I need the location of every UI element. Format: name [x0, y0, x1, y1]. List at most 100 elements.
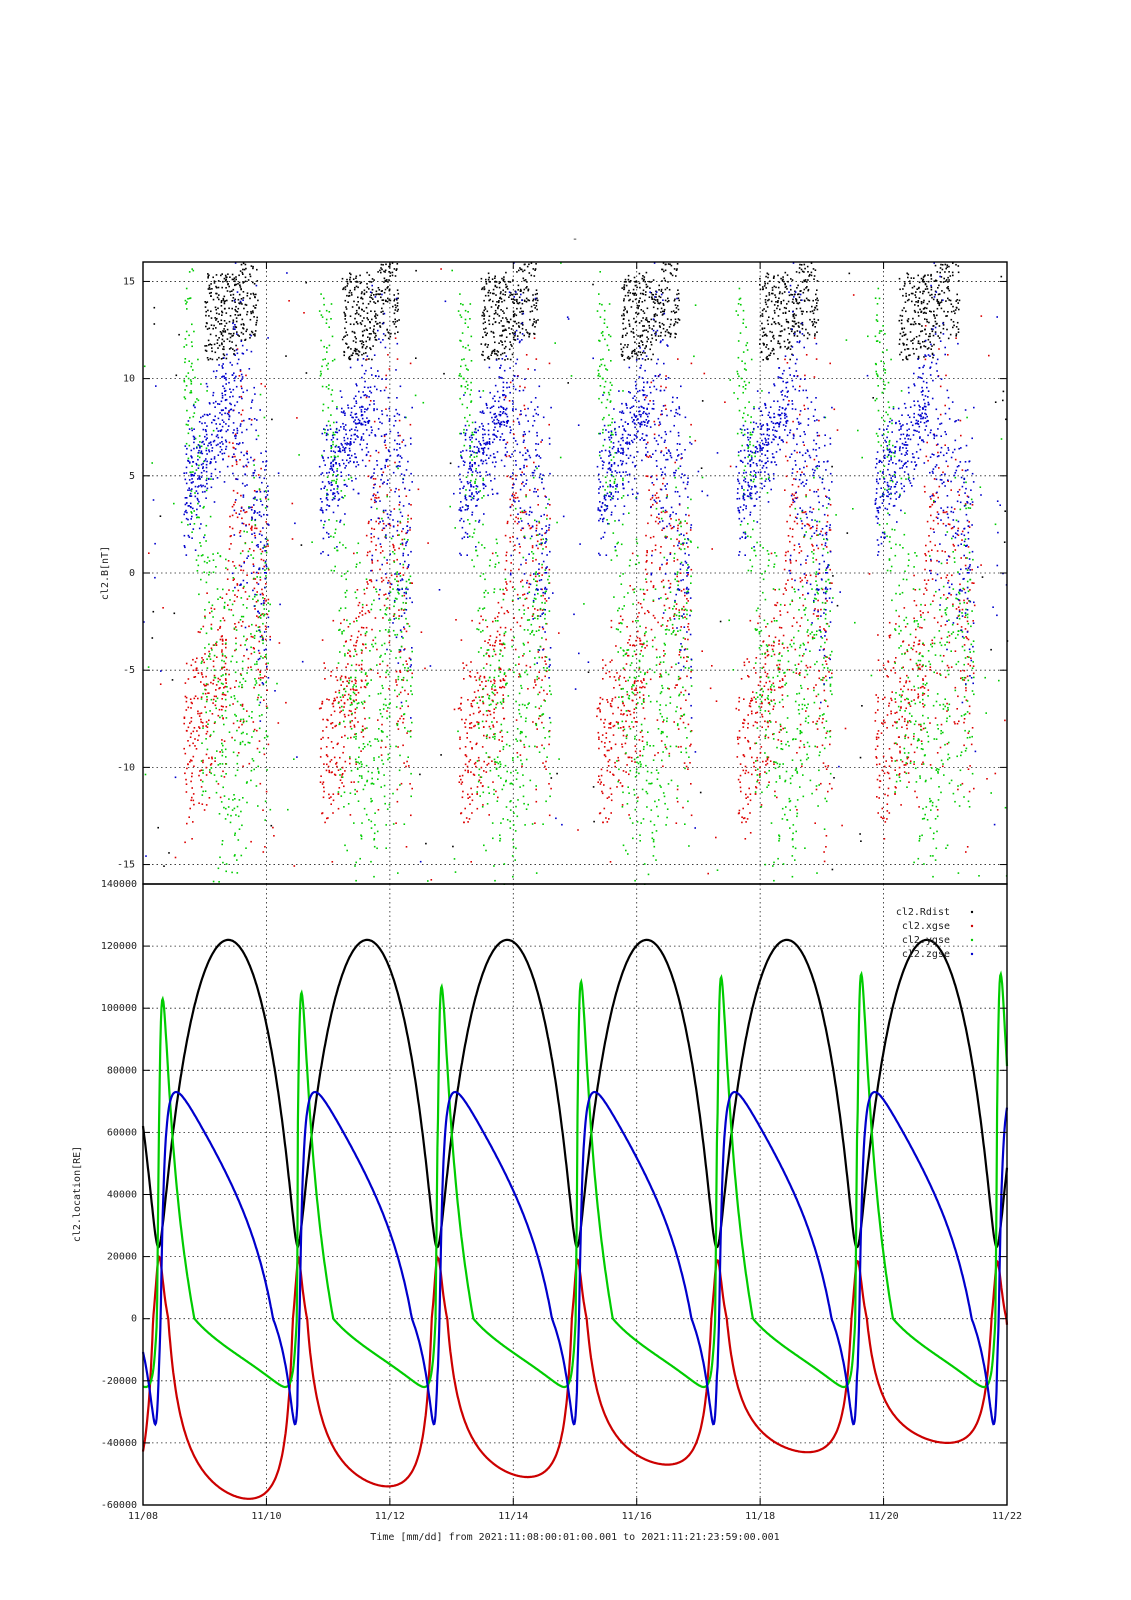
- b-point: [235, 648, 237, 651]
- b-point: [503, 647, 506, 649]
- b-point: [200, 383, 202, 385]
- b-point: [246, 311, 249, 313]
- b-point: [660, 740, 663, 742]
- b-point: [354, 717, 357, 719]
- b-point: [646, 589, 649, 591]
- b-point: [484, 294, 487, 297]
- b-point: [492, 724, 494, 727]
- b-point: [363, 310, 365, 312]
- b-point: [216, 750, 218, 752]
- b-point: [751, 773, 753, 776]
- b-point: [624, 294, 627, 297]
- b-point: [519, 267, 521, 269]
- b-point: [246, 672, 248, 674]
- b-point: [392, 615, 395, 617]
- b-point: [220, 323, 223, 325]
- b-point: [235, 629, 238, 631]
- b-point: [410, 517, 412, 520]
- b-point: [525, 354, 528, 356]
- b-point: [203, 560, 206, 563]
- b-point: [221, 286, 223, 289]
- b-point: [221, 714, 223, 717]
- b-point: [963, 744, 965, 747]
- b-point: [638, 322, 641, 324]
- b-point: [639, 754, 641, 757]
- b-point: [263, 565, 266, 568]
- b-point: [932, 519, 935, 522]
- b-point: [938, 485, 941, 488]
- b-point: [789, 540, 791, 543]
- b-point: [657, 621, 659, 624]
- b-point: [544, 598, 546, 600]
- b-point: [244, 280, 247, 283]
- b-point: [901, 309, 904, 312]
- b-point: [520, 580, 522, 583]
- b-point: [382, 522, 385, 525]
- b-point: [901, 694, 903, 696]
- b-point: [357, 354, 360, 357]
- b-point: [930, 310, 932, 313]
- b-point: [349, 650, 351, 653]
- b-point: [971, 504, 974, 506]
- b-point: [231, 505, 234, 508]
- b-point: [624, 344, 626, 346]
- b-point: [643, 278, 645, 281]
- b-point: [389, 275, 391, 277]
- b-point: [319, 781, 322, 783]
- b-point: [947, 286, 949, 288]
- b-point: [778, 731, 781, 733]
- b-point: [194, 437, 197, 440]
- b-point: [711, 548, 713, 550]
- b-point: [631, 688, 633, 690]
- b-point: [226, 668, 228, 671]
- b-point: [204, 306, 207, 308]
- b-point: [671, 274, 674, 277]
- b-point: [644, 318, 647, 321]
- b-point: [623, 288, 625, 291]
- b-point: [652, 484, 655, 486]
- b-point: [813, 309, 816, 311]
- b-point: [253, 549, 255, 552]
- b-point: [193, 510, 195, 512]
- b-point: [331, 727, 334, 729]
- b-point: [894, 701, 897, 703]
- b-point: [749, 832, 752, 834]
- b-point: [449, 462, 452, 465]
- b-point: [321, 812, 323, 815]
- b-point: [633, 294, 635, 296]
- b-point: [509, 341, 511, 343]
- b-point: [558, 632, 560, 634]
- b-point: [519, 307, 522, 310]
- b-point: [913, 285, 916, 288]
- b-point: [952, 326, 954, 329]
- b-point: [766, 355, 768, 358]
- b-point: [513, 433, 515, 436]
- b-point: [508, 400, 511, 402]
- b-point: [626, 332, 628, 335]
- b-point: [913, 600, 916, 602]
- b-point: [469, 722, 471, 725]
- b-point: [662, 327, 665, 330]
- b-point: [190, 511, 192, 513]
- b-point: [199, 542, 201, 544]
- b-point: [890, 712, 892, 715]
- b-point: [213, 654, 216, 657]
- b-point: [486, 346, 489, 348]
- b-point: [493, 645, 496, 647]
- b-point: [483, 676, 486, 679]
- b-point: [664, 746, 667, 748]
- b-point: [343, 746, 345, 748]
- b-point: [228, 589, 230, 591]
- b-point: [804, 267, 806, 270]
- b-point: [229, 526, 231, 528]
- b-point: [481, 353, 483, 356]
- b-point: [913, 321, 916, 323]
- b-point: [973, 582, 975, 584]
- b-point: [648, 489, 650, 491]
- b-point: [632, 328, 634, 330]
- b-point: [946, 264, 949, 266]
- b-point: [934, 544, 936, 547]
- b-point: [778, 686, 780, 689]
- b-point: [407, 521, 409, 523]
- b-point: [961, 530, 964, 533]
